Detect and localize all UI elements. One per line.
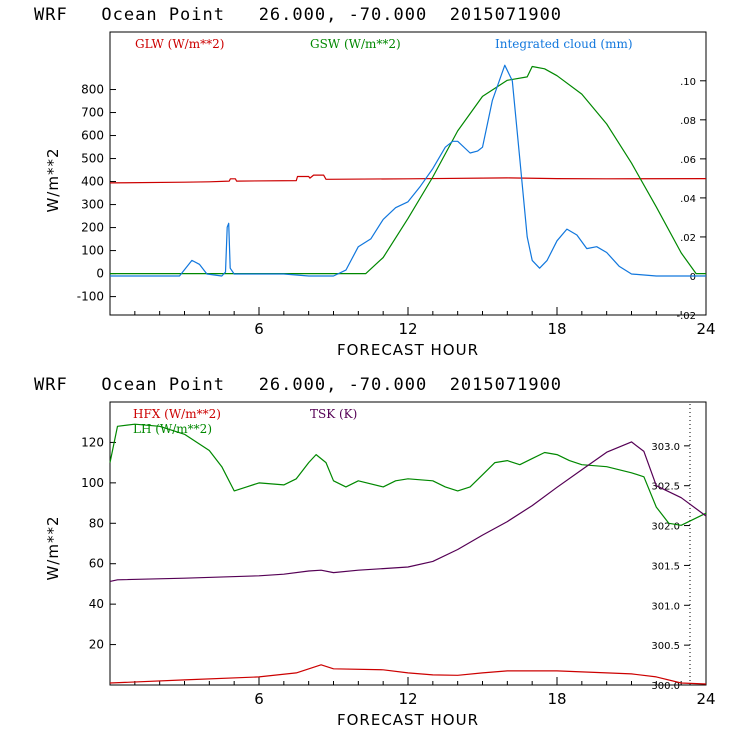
panel-2-right-axis: 300.0 300.5 301.0 301.5 302.0 302.5 303.0 [651, 442, 690, 692]
panel-1-plot-frame [109, 31, 707, 316]
y2-tick-label: -.02 [676, 311, 696, 322]
legend-gsw: GSW (W/m**2) [310, 37, 401, 51]
y-tick-label: 500 [81, 152, 104, 166]
panel-2: WRF Ocean Point 26.000, -70.000 20150719… [34, 375, 716, 729]
y-tick-label: 100 [81, 244, 104, 258]
y-tick-label: 80 [89, 516, 104, 530]
legend-hfx: HFX (W/m**2) [133, 407, 221, 421]
y-tick-label: 300 [81, 198, 104, 212]
series-line-glw [109, 174, 707, 184]
panel-2-title: WRF Ocean Point 26.000, -70.000 20150719… [34, 375, 562, 395]
y2-tick-label: .08 [680, 116, 696, 127]
y-tick-label: 40 [89, 597, 104, 611]
series-line-integrated [110, 64, 706, 277]
x-tick-label: 12 [398, 690, 417, 708]
x-tick-label: 12 [398, 320, 417, 338]
panel-1-x-axis-label: FORECAST HOUR [337, 341, 479, 359]
panel-2-x-axis: 6 12 18 24 [134, 677, 716, 708]
x-tick-label: 18 [547, 320, 566, 338]
legend-glw: GLW (W/m**2) [135, 37, 224, 51]
y2-tick-label: 300.5 [651, 641, 680, 652]
panel-1-left-axis: -100 0 100 200 300 400 500 600 700 800 [77, 83, 116, 304]
series-line-hfx [109, 664, 707, 685]
panel-1-y-axis-label: W/m**2 [44, 147, 62, 212]
x-tick-label: 6 [254, 690, 264, 708]
y-tick-label: 800 [81, 83, 104, 97]
y-tick-label: 700 [81, 106, 104, 120]
y-tick-label: 600 [81, 129, 104, 143]
y-tick-label: 60 [89, 557, 104, 571]
x-tick-label: 24 [696, 690, 715, 708]
panel-2-y-axis-label: W/m**2 [44, 515, 62, 580]
panel-1: WRF Ocean Point 26.000, -70.000 20150719… [34, 5, 716, 359]
panel-1-series [109, 64, 707, 277]
y-tick-label: 200 [81, 221, 104, 235]
x-tick-label: 24 [696, 320, 715, 338]
y-tick-label: 0 [96, 267, 104, 281]
y-tick-label: 20 [89, 638, 104, 652]
series-line-lh [109, 423, 707, 526]
y-tick-label: 100 [81, 476, 104, 490]
y2-tick-label: 303.0 [651, 442, 680, 453]
legend-tsk: TSK (K) [310, 407, 357, 421]
panel-2-x-axis-label: FORECAST HOUR [337, 711, 479, 729]
y2-tick-label: 301.0 [651, 601, 680, 612]
y-tick-label: 400 [81, 175, 104, 189]
panel-1-right-axis: -.02 0 .02 .04 .06 .08 .10 [676, 77, 706, 322]
y2-tick-label: 301.5 [651, 561, 680, 572]
legend-integrated-cloud: Integrated cloud (mm) [495, 37, 633, 51]
y2-tick-label: .04 [680, 194, 696, 205]
panel-2-left-axis: 20 40 60 80 100 120 [81, 435, 116, 652]
panel-1-title: WRF Ocean Point 26.000, -70.000 20150719… [34, 5, 562, 25]
series-line-tsk [109, 441, 707, 582]
series-line-gsw [110, 65, 706, 275]
panel-1-x-axis: 6 12 18 24 [134, 307, 716, 338]
legend-lh: LH (W/m**2) [133, 422, 212, 436]
y2-tick-label: .10 [680, 77, 696, 88]
y2-tick-label: .02 [680, 233, 696, 244]
y2-tick-label: 302.0 [651, 522, 680, 533]
panel-2-series [109, 423, 707, 685]
y2-tick-label: .06 [680, 155, 696, 166]
y-tick-label: 120 [81, 435, 104, 449]
y-tick-label: -100 [77, 290, 104, 304]
x-tick-label: 18 [547, 690, 566, 708]
y2-tick-label: 300.0 [651, 681, 680, 692]
y2-tick-label: 0 [690, 272, 696, 283]
y2-tick-label: 302.5 [651, 482, 680, 493]
x-tick-label: 6 [254, 320, 264, 338]
